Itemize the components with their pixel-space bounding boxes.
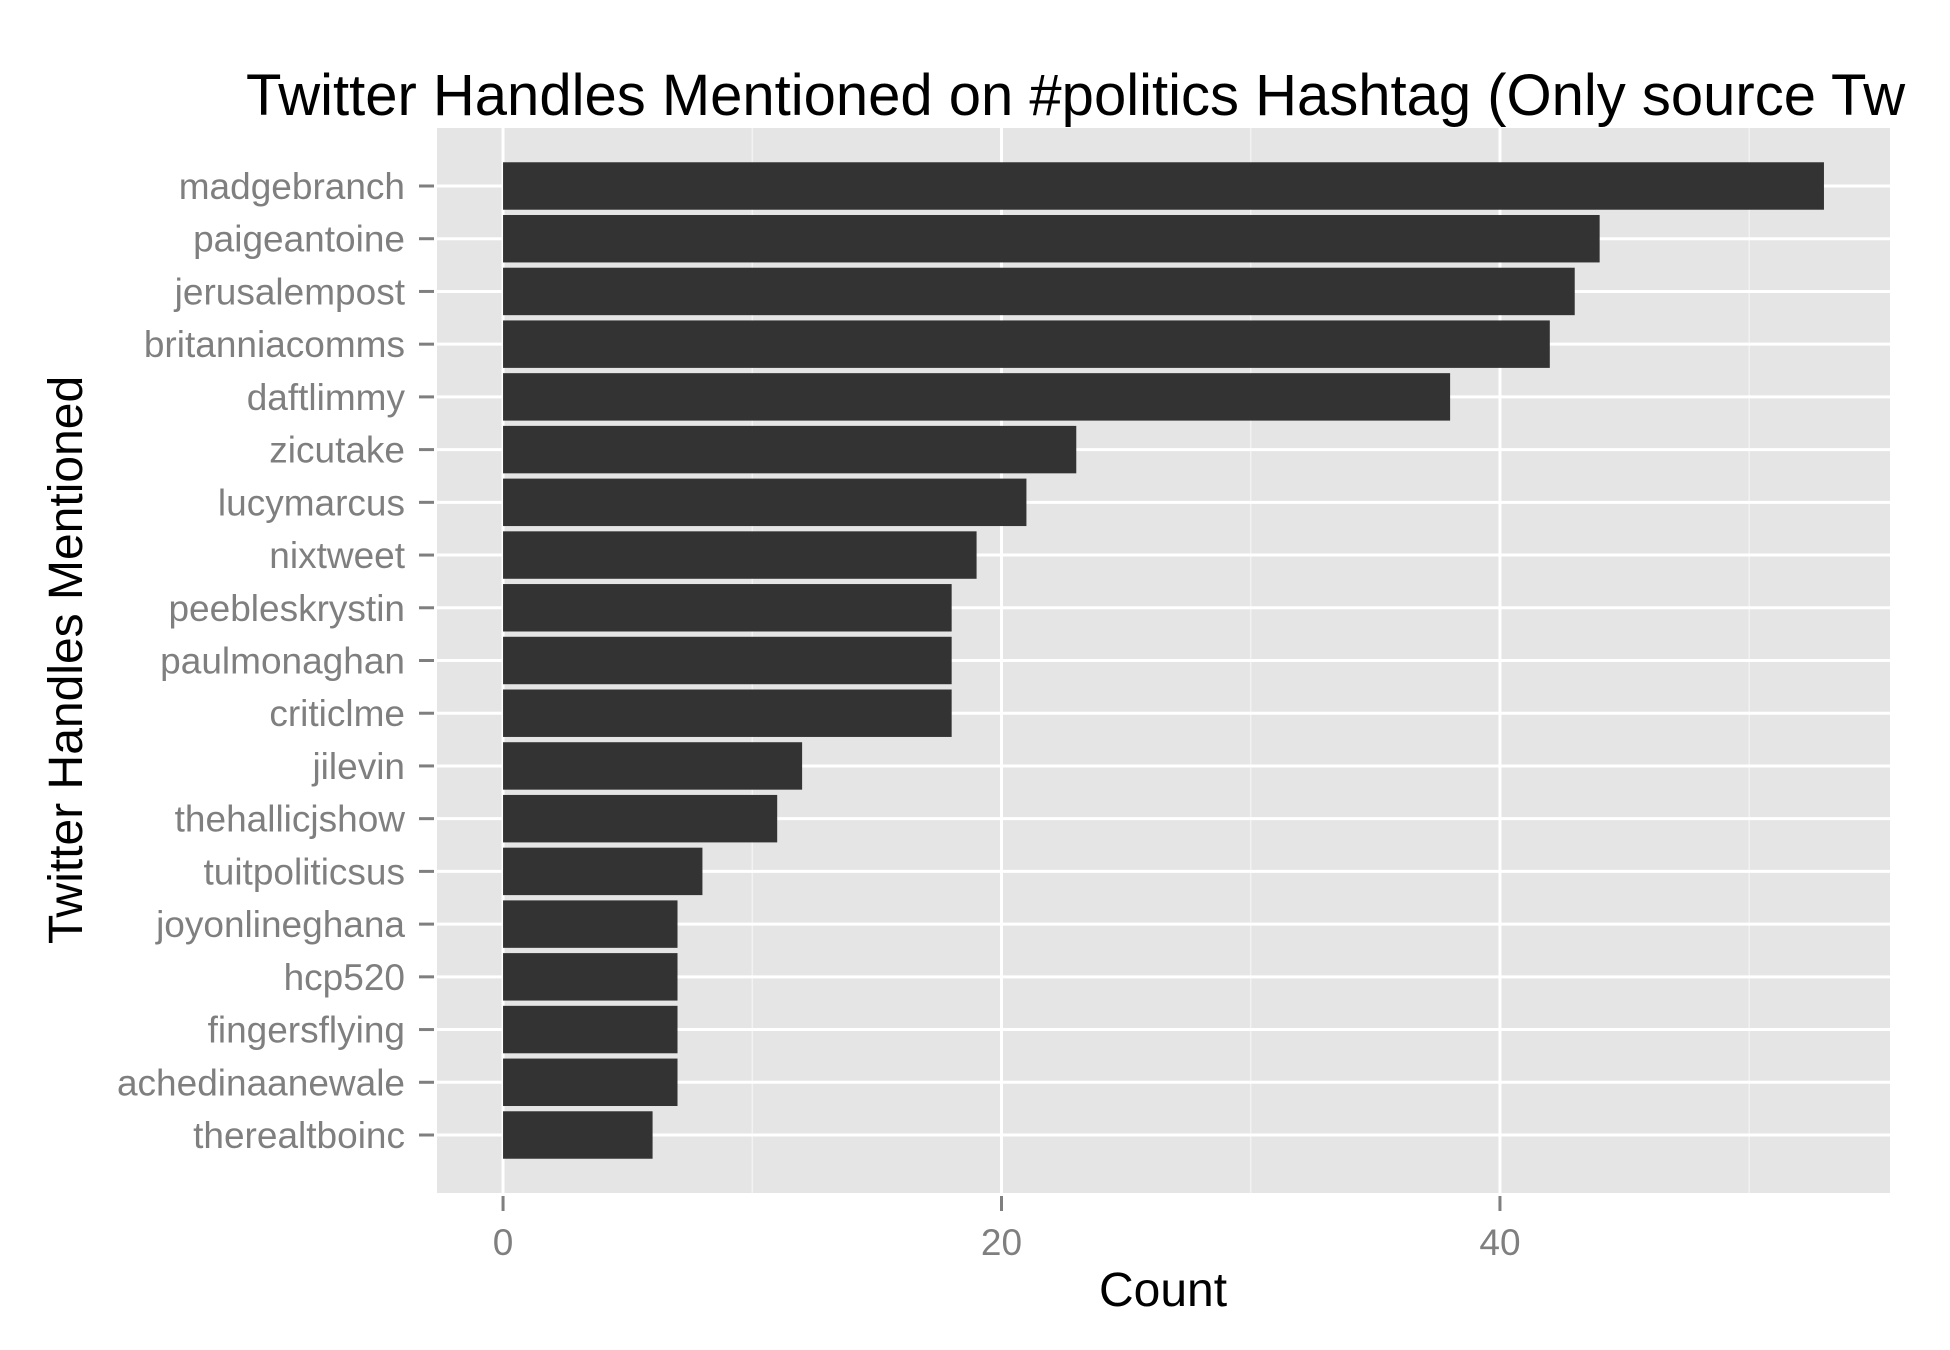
y-tick-label: zicutake — [269, 430, 405, 471]
y-tick-label: jerusalempost — [174, 271, 406, 312]
y-tick-label: tuitpoliticsus — [203, 851, 405, 892]
y-tick-label: britanniacomms — [144, 324, 405, 365]
bar-criticlme — [503, 689, 952, 737]
y-tick-label: paulmonaghan — [160, 641, 405, 682]
bar-therealtboinc — [503, 1111, 653, 1159]
y-tick-label: paigeantoine — [193, 219, 405, 260]
y-tick-label: fingersflying — [208, 1010, 405, 1051]
bar-daftlimmy — [503, 373, 1451, 421]
bar-fingersflying — [503, 1005, 678, 1054]
bar-achedinaanewale — [503, 1058, 678, 1107]
chart-title: Twitter Handles Mentioned on #politics H… — [246, 63, 1906, 128]
y-tick-label: peebleskrystin — [168, 588, 405, 629]
bar-jilevin — [503, 742, 803, 790]
bar-joyonlineghana — [503, 900, 678, 948]
bar-lucymarcus — [503, 478, 1027, 527]
x-tick-label: 40 — [1479, 1222, 1520, 1263]
bar-hcp520 — [503, 953, 678, 1001]
bar-peebleskrystin — [503, 584, 952, 632]
x-tick-label: 20 — [981, 1222, 1022, 1263]
y-tick-label: nixtweet — [269, 535, 405, 576]
y-tick-label: joyonlineghana — [155, 904, 405, 945]
bar-jerusalempost — [503, 267, 1575, 316]
x-tick-label: 0 — [493, 1222, 514, 1263]
bar-tuitpoliticsus — [503, 847, 703, 896]
bar-paigeantoine — [503, 214, 1600, 263]
y-tick-label: achedinaanewale — [117, 1062, 405, 1103]
y-axis: madgebranch paigeantoine jerusalempost brit… — [117, 166, 434, 1156]
y-tick-label: daftlimmy — [247, 377, 406, 418]
bar-paulmonaghan — [503, 636, 952, 685]
y-tick-label: madgebranch — [179, 166, 405, 207]
y-tick-label: lucymarcus — [218, 482, 405, 523]
y-tick-label: therealtboinc — [193, 1115, 405, 1156]
y-tick-label: hcp520 — [284, 957, 405, 998]
y-axis-title: Twitter Handles Mentioned — [40, 376, 93, 944]
x-axis-title: Count — [1099, 1264, 1227, 1317]
bars — [503, 162, 1824, 1159]
bar-madgebranch — [503, 162, 1824, 210]
bar-britanniacomms — [503, 320, 1550, 368]
y-tick-label: jilevin — [311, 746, 405, 787]
bar-thehallicjshow — [503, 794, 778, 843]
bar-zicutake — [503, 425, 1077, 474]
y-tick-label: thehallicjshow — [175, 799, 406, 840]
x-axis: 0 20 40 — [493, 1196, 1521, 1263]
bar-nixtweet — [503, 531, 977, 579]
y-tick-label: criticlme — [269, 693, 405, 734]
